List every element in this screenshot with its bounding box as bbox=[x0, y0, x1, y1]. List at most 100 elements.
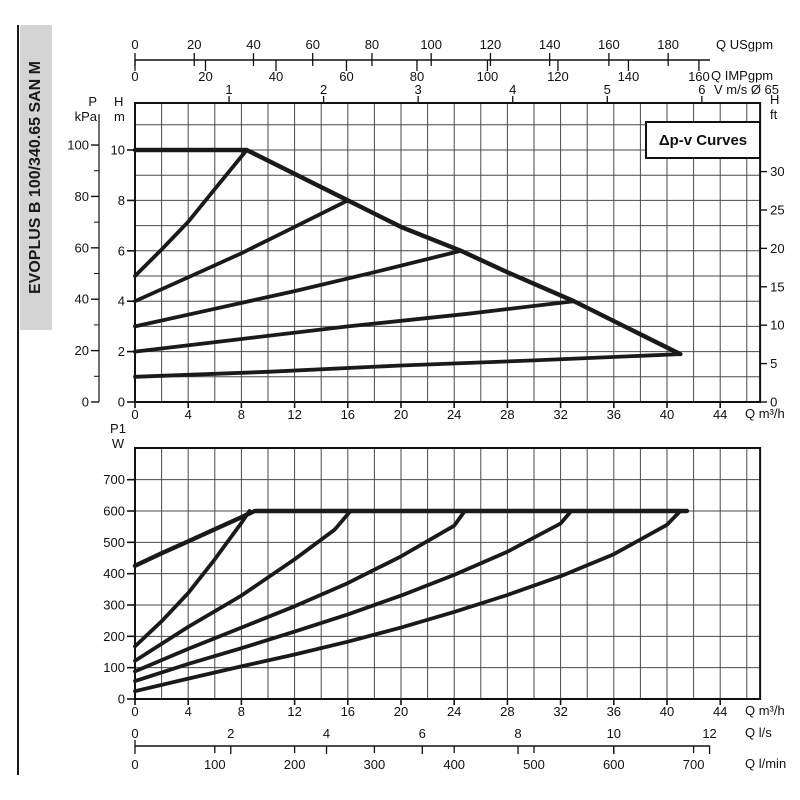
impgpm-tick-label: 0 bbox=[131, 69, 138, 84]
impgpm-tick-label: 100 bbox=[477, 69, 499, 84]
head-y-tick-label: 10 bbox=[111, 143, 125, 158]
head-x-tick-label: 24 bbox=[447, 407, 461, 422]
power-x-tick-label: 36 bbox=[607, 704, 621, 719]
power-x-tick-label: 24 bbox=[447, 704, 461, 719]
model-name: EVOPLUS B 100/340.65 SAN M bbox=[27, 61, 44, 294]
power-curve-p1-dpv-2 bbox=[133, 509, 683, 694]
ls-tick-label: 12 bbox=[702, 726, 716, 741]
head-x-tick-label: 16 bbox=[341, 407, 355, 422]
power-y-tick-label: 300 bbox=[103, 598, 125, 613]
kpa-tick-label: 100 bbox=[67, 138, 89, 153]
dpv-curves-label-box: Δp-v Curves bbox=[645, 121, 761, 159]
vms-tick-label: 6 bbox=[698, 82, 705, 97]
head-curve-dpv-setpoint-2 bbox=[133, 352, 683, 379]
model-banner: EVOPLUS B 100/340.65 SAN M bbox=[20, 25, 52, 330]
ls-tick-label: 2 bbox=[227, 726, 234, 741]
usgpm-tick-label: 120 bbox=[480, 37, 502, 52]
impgpm-tick-label: 160 bbox=[688, 69, 710, 84]
sidebar-edge-line bbox=[17, 25, 19, 775]
ls-tick-label: 4 bbox=[323, 726, 330, 741]
velocity-axis-unit: V m/s Ø 65 bbox=[714, 82, 780, 97]
kpa-tick-label: 0 bbox=[82, 395, 89, 410]
flow-ls-axis-unit: Q l/s bbox=[745, 725, 772, 740]
usgpm-tick-label: 80 bbox=[365, 37, 379, 52]
usgpm-tick-label: 40 bbox=[246, 37, 260, 52]
usgpm-tick-label: 100 bbox=[420, 37, 442, 52]
kpa-tick-label: 40 bbox=[75, 292, 89, 307]
head-x-tick-label: 12 bbox=[287, 407, 301, 422]
ls-tick-label: 6 bbox=[419, 726, 426, 741]
ft-tick-label: 5 bbox=[770, 356, 777, 371]
power-x-tick-label: 44 bbox=[713, 704, 727, 719]
head-axis-unit: H m bbox=[114, 94, 125, 124]
power-y-tick-label: 700 bbox=[103, 472, 125, 487]
usgpm-tick-label: 60 bbox=[305, 37, 319, 52]
vms-tick-label: 4 bbox=[509, 82, 516, 97]
power-y-tick-label: 0 bbox=[118, 692, 125, 707]
pressure-axis-unit: P kPa bbox=[74, 94, 97, 124]
power-curve-p1-max-speed bbox=[132, 508, 690, 568]
head-y-tick-label: 2 bbox=[118, 344, 125, 359]
power-x-tick-label: 28 bbox=[500, 704, 514, 719]
head-curve-dpv-setpoint-8 bbox=[133, 198, 350, 304]
head-x-tick-label: 8 bbox=[238, 407, 245, 422]
power-axis-unit: P1 W bbox=[110, 421, 126, 451]
power-x-tick-label: 4 bbox=[185, 704, 192, 719]
ls-tick-label: 10 bbox=[607, 726, 621, 741]
impgpm-tick-label: 140 bbox=[618, 69, 640, 84]
power-curve-p1-dpv-4 bbox=[133, 509, 574, 683]
power-x-tick-label: 20 bbox=[394, 704, 408, 719]
lmin-tick-label: 200 bbox=[284, 757, 306, 772]
kpa-tick-label: 80 bbox=[75, 189, 89, 204]
head-x-tick-label: 28 bbox=[500, 407, 514, 422]
dpv-curves-label: Δp-v Curves bbox=[658, 131, 748, 149]
head-ft-axis-unit: H ft bbox=[770, 92, 780, 122]
head-x-tick-label: 0 bbox=[131, 407, 138, 422]
impgpm-axis-unit: Q IMPgpm bbox=[711, 68, 774, 83]
head-curve-dpv-setpoint-4 bbox=[133, 299, 576, 354]
flow-axis-unit-bottom: Q m³/h bbox=[745, 703, 785, 718]
power-y-tick-label: 600 bbox=[103, 504, 125, 519]
ft-tick-label: 15 bbox=[770, 279, 784, 294]
ls-tick-label: 8 bbox=[514, 726, 521, 741]
ft-tick-label: 0 bbox=[770, 395, 777, 410]
lmin-tick-label: 400 bbox=[443, 757, 465, 772]
power-x-tick-label: 0 bbox=[131, 704, 138, 719]
vms-tick-label: 1 bbox=[225, 82, 232, 97]
head-y-tick-label: 4 bbox=[118, 294, 125, 309]
ft-tick-label: 25 bbox=[770, 202, 784, 217]
ft-tick-label: 10 bbox=[770, 318, 784, 333]
flow-lmin-axis-unit: Q l/min bbox=[745, 756, 787, 771]
usgpm-tick-label: 0 bbox=[131, 37, 138, 52]
head-y-tick-label: 0 bbox=[118, 395, 125, 410]
head-x-tick-label: 4 bbox=[185, 407, 192, 422]
head-y-tick-label: 6 bbox=[118, 243, 125, 258]
power-x-tick-label: 40 bbox=[660, 704, 674, 719]
vms-tick-label: 5 bbox=[604, 82, 611, 97]
power-y-tick-label: 200 bbox=[103, 629, 125, 644]
lmin-tick-label: 300 bbox=[364, 757, 386, 772]
head-x-tick-label: 32 bbox=[553, 407, 567, 422]
usgpm-tick-label: 140 bbox=[539, 37, 561, 52]
lmin-tick-label: 0 bbox=[131, 757, 138, 772]
power-curve-p1-dpv-8 bbox=[133, 509, 353, 663]
ft-tick-label: 20 bbox=[770, 241, 784, 256]
power-y-tick-label: 400 bbox=[103, 566, 125, 581]
power-x-tick-label: 12 bbox=[287, 704, 301, 719]
head-x-tick-label: 20 bbox=[394, 407, 408, 422]
kpa-tick-label: 20 bbox=[75, 343, 89, 358]
vms-tick-label: 3 bbox=[415, 82, 422, 97]
lmin-tick-label: 600 bbox=[603, 757, 625, 772]
head-y-tick-label: 8 bbox=[118, 193, 125, 208]
head-x-tick-label: 44 bbox=[713, 407, 727, 422]
flow-axis-unit-top: Q m³/h bbox=[745, 406, 785, 421]
power-x-tick-label: 32 bbox=[553, 704, 567, 719]
ft-tick-label: 30 bbox=[770, 164, 784, 179]
impgpm-tick-label: 120 bbox=[547, 69, 569, 84]
usgpm-tick-label: 180 bbox=[657, 37, 679, 52]
head-curve-dpv-setpoint-6 bbox=[133, 248, 463, 329]
head-curve-max-speed-envelope bbox=[132, 147, 683, 357]
power-y-tick-label: 500 bbox=[103, 535, 125, 550]
